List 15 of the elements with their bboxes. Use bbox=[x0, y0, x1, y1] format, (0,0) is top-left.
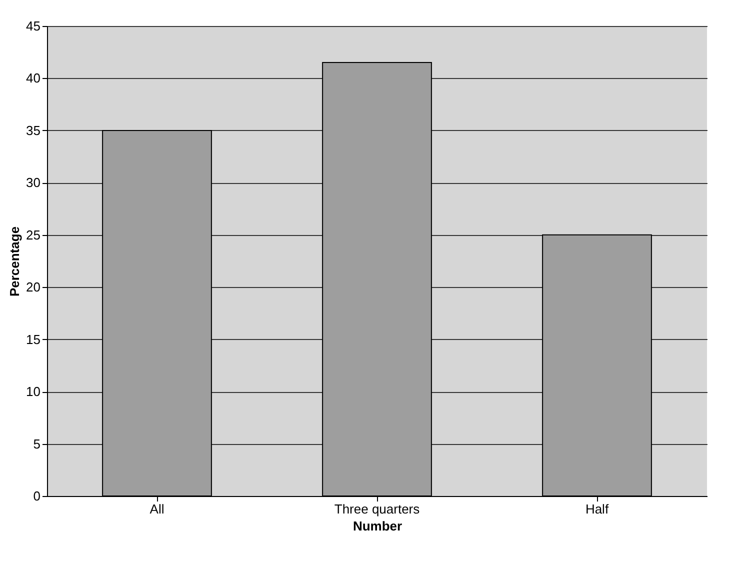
y-tick-label: 10 bbox=[26, 384, 40, 400]
y-tick-label: 45 bbox=[26, 18, 40, 34]
x-axis-title: Number bbox=[352, 518, 402, 534]
y-tick-label: 25 bbox=[26, 227, 40, 242]
x-tick-label: Half bbox=[585, 502, 609, 516]
y-tick-label: 35 bbox=[26, 122, 40, 138]
x-tick-label: Three quarters bbox=[334, 502, 420, 516]
y-tick-label: 30 bbox=[26, 175, 40, 190]
y-tick-label: 20 bbox=[26, 280, 40, 295]
y-axis-title: Percentage bbox=[7, 226, 22, 297]
y-tick-label: 15 bbox=[26, 332, 40, 347]
y-tick-label: 5 bbox=[33, 436, 40, 452]
x-tick-label: All bbox=[150, 502, 164, 516]
y-tick-label: 0 bbox=[33, 488, 40, 504]
y-tick-label: 40 bbox=[26, 70, 40, 86]
